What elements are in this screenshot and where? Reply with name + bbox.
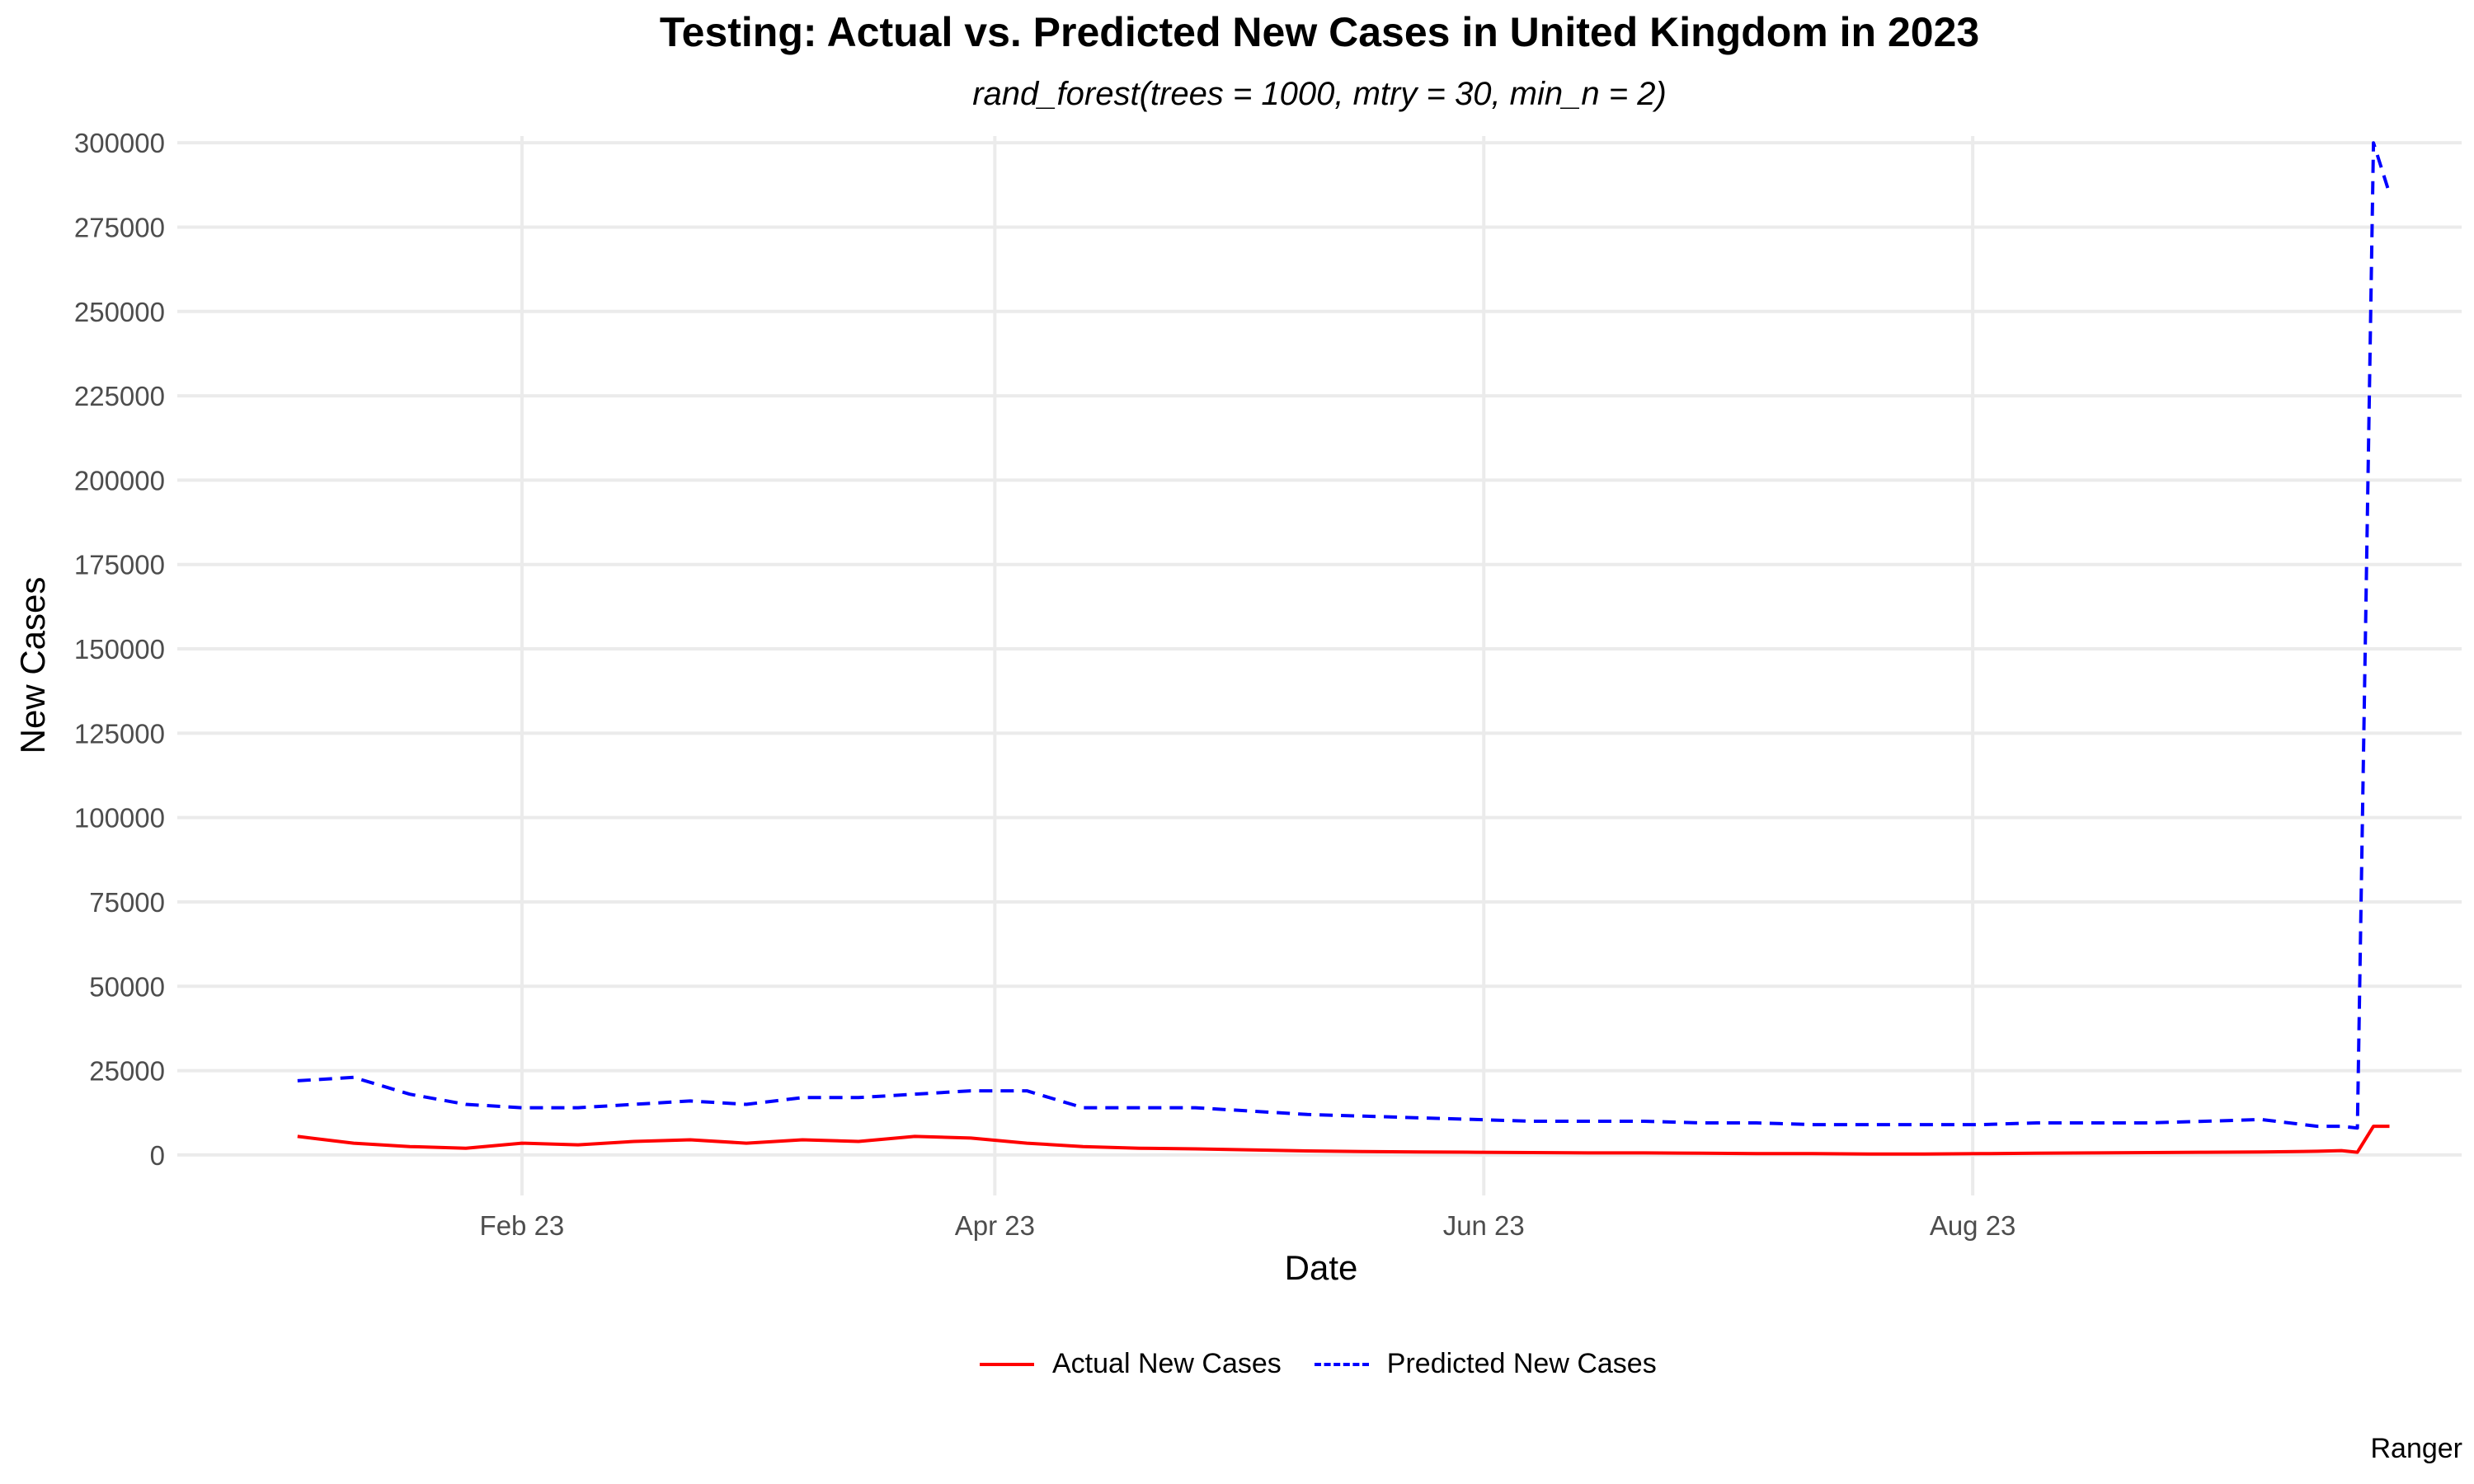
x-tick-label: Jun 23 — [1443, 1210, 1525, 1241]
grid-lines — [177, 136, 2462, 1195]
y-tick-label: 0 — [150, 1140, 165, 1171]
y-tick-label: 50000 — [89, 971, 165, 1002]
y-tick-label: 150000 — [74, 634, 165, 665]
y-tick-label: 300000 — [74, 128, 165, 158]
actual-cases-line — [297, 1125, 2390, 1156]
legend-key-predicted — [1314, 1362, 1369, 1366]
y-tick-label: 125000 — [74, 718, 165, 749]
predicted-cases-line — [297, 141, 2392, 1130]
legend-item-predicted: Predicted New Cases — [1314, 1348, 1657, 1380]
x-tick-label: Feb 23 — [480, 1210, 565, 1241]
y-tick-label: 275000 — [74, 212, 165, 242]
chart-subtitle: rand_forest(trees = 1000, mtry = 30, min… — [972, 76, 1667, 112]
y-tick-label: 75000 — [89, 887, 165, 918]
legend-label-actual: Actual New Cases — [1052, 1348, 1282, 1379]
y-tick-label: 250000 — [74, 297, 165, 327]
y-tick-label: 25000 — [89, 1056, 165, 1087]
x-tick-label: Aug 23 — [1930, 1210, 2016, 1241]
chart-title: Testing: Actual vs. Predicted New Cases … — [659, 9, 1980, 55]
legend-label-predicted: Predicted New Cases — [1386, 1348, 1657, 1379]
y-tick-label: 225000 — [74, 381, 165, 411]
legend: Actual New Cases Predicted New Cases — [980, 1348, 1690, 1380]
y-axis-label: New Cases — [13, 577, 52, 754]
y-axis-ticks: 0 25000 50000 75000 100000 125000 150000 175000… — [74, 128, 165, 1171]
chart-caption: Ranger — [2370, 1433, 2462, 1464]
x-tick-label: Apr 23 — [955, 1210, 1035, 1241]
legend-key-actual — [980, 1362, 1034, 1366]
y-tick-label: 100000 — [74, 803, 165, 834]
x-axis-ticks: Feb 23 Apr 23 Jun 23 Aug 23 — [480, 1210, 2016, 1241]
series-lines — [297, 141, 2392, 1156]
legend-item-actual: Actual New Cases — [980, 1348, 1282, 1380]
y-tick-label: 200000 — [74, 465, 165, 495]
y-tick-label: 175000 — [74, 550, 165, 580]
x-axis-label: Date — [1285, 1248, 1358, 1287]
